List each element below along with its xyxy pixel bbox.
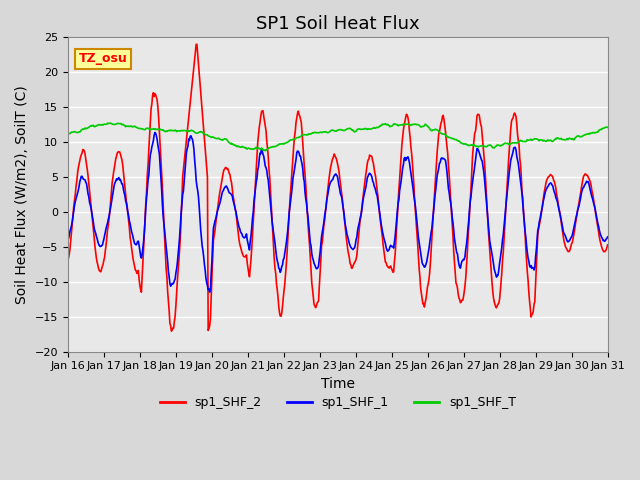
sp1_SHF_T (420, 123, 428, 129)
sp1_SHF_1 (74, 190, 81, 195)
sp1_SHF_T (405, 121, 413, 127)
sp1_SHF_1 (129, 235, 137, 240)
sp1_SHF_2 (214, 203, 222, 208)
sp1_SHF_1 (214, 206, 222, 212)
sp1_SHF_2 (185, 115, 193, 121)
Legend: sp1_SHF_2, sp1_SHF_1, sp1_SHF_T: sp1_SHF_2, sp1_SHF_1, sp1_SHF_T (155, 391, 521, 414)
sp1_SHF_2 (168, 328, 175, 334)
sp1_SHF_1 (405, 156, 413, 162)
sp1_SHF_2 (405, 119, 413, 125)
sp1_SHF_1 (185, 136, 193, 142)
Line: sp1_SHF_1: sp1_SHF_1 (68, 132, 607, 292)
sp1_SHF_2 (604, 242, 611, 248)
sp1_SHF_T (74, 130, 81, 135)
sp1_SHF_1 (64, 236, 72, 242)
Line: sp1_SHF_2: sp1_SHF_2 (68, 44, 607, 331)
sp1_SHF_T (64, 131, 72, 137)
sp1_SHF_2 (129, 256, 137, 262)
Line: sp1_SHF_T: sp1_SHF_T (68, 123, 607, 151)
sp1_SHF_T (185, 129, 193, 134)
sp1_SHF_1 (151, 130, 159, 135)
Title: SP1 Soil Heat Flux: SP1 Soil Heat Flux (256, 15, 419, 33)
sp1_SHF_T (261, 148, 269, 154)
sp1_SHF_2 (420, 304, 428, 310)
sp1_SHF_2 (74, 170, 81, 176)
sp1_SHF_T (130, 124, 138, 130)
X-axis label: Time: Time (321, 377, 355, 391)
sp1_SHF_1 (604, 234, 611, 240)
Text: TZ_osu: TZ_osu (79, 52, 127, 65)
sp1_SHF_T (213, 136, 221, 142)
Y-axis label: Soil Heat Flux (W/m2), SoilT (C): Soil Heat Flux (W/m2), SoilT (C) (15, 85, 29, 304)
sp1_SHF_1 (420, 264, 428, 270)
sp1_SHF_2 (64, 258, 72, 264)
sp1_SHF_T (604, 124, 611, 130)
sp1_SHF_2 (193, 41, 200, 47)
sp1_SHF_1 (206, 289, 214, 295)
sp1_SHF_T (107, 120, 115, 126)
